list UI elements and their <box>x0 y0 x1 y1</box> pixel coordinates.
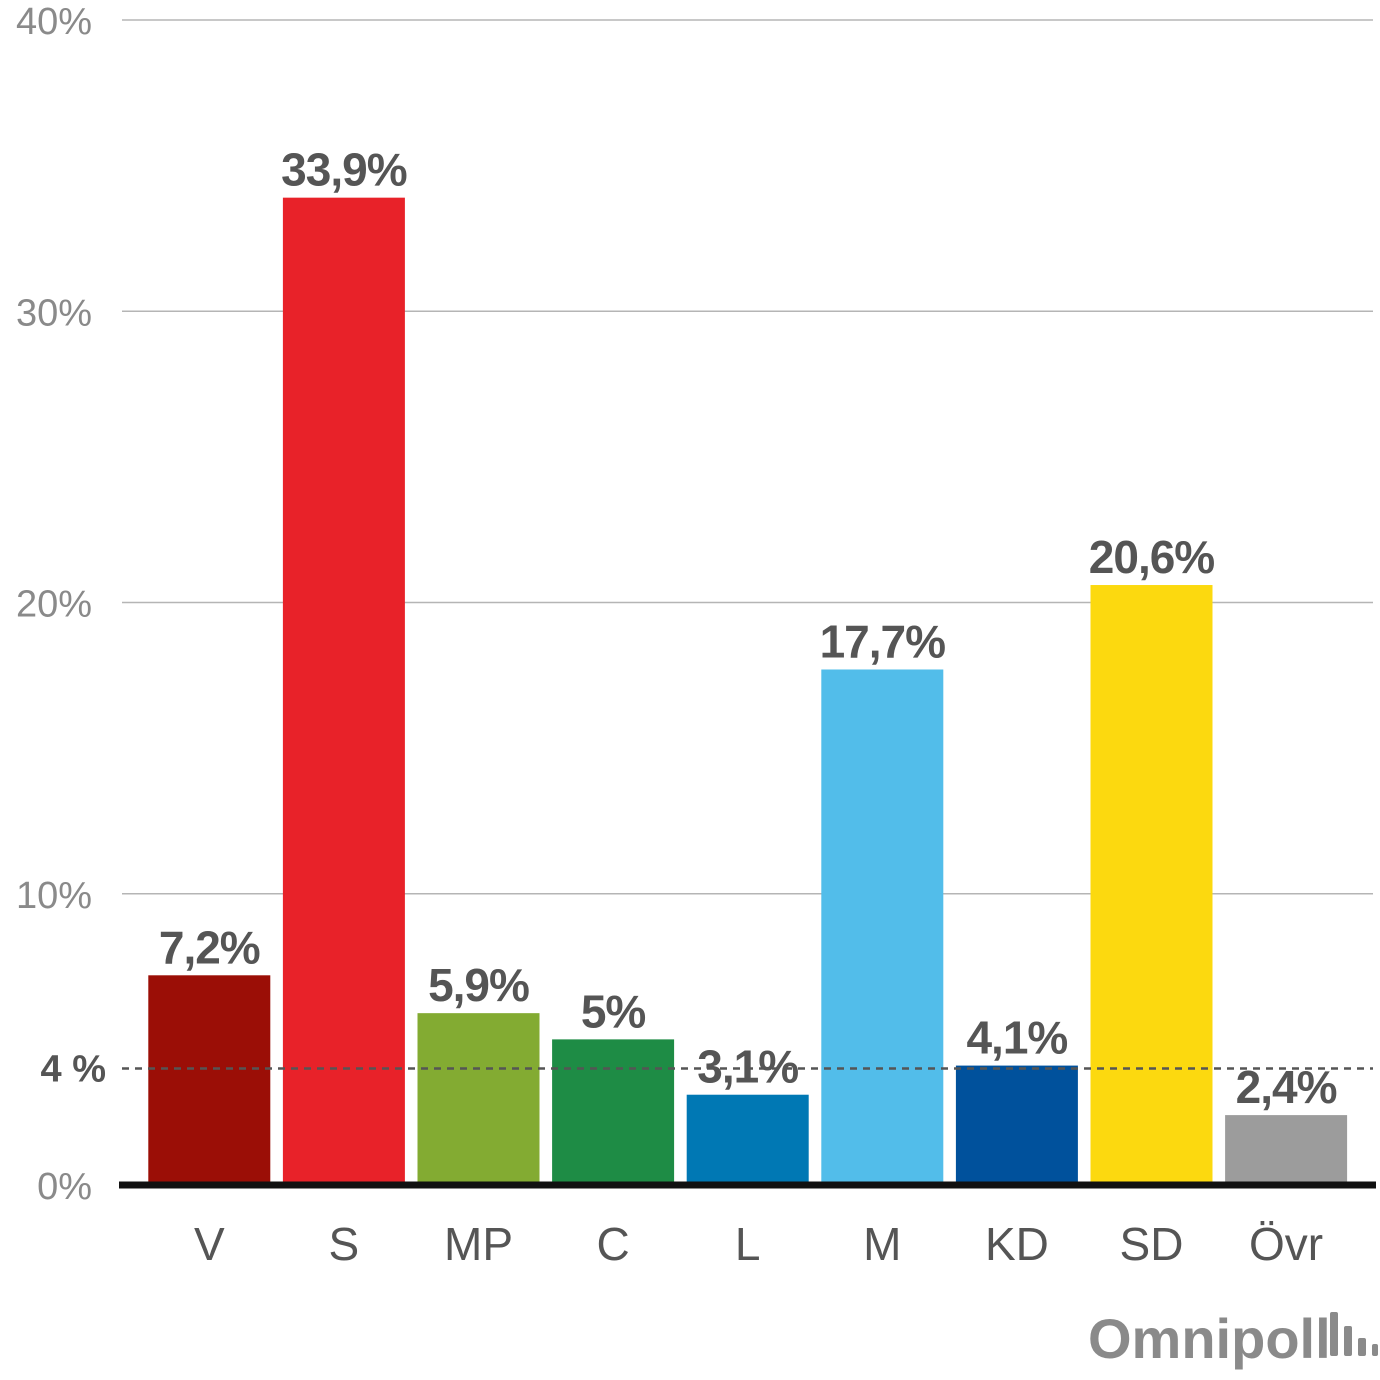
y-axis-ticks: 0% 10% 20% 30% 40% <box>16 1 92 1208</box>
value-label: 17,7% <box>820 615 946 667</box>
omnipoll-logo: Omnipoll <box>1088 1307 1378 1370</box>
threshold-label: 4 % <box>41 1049 106 1091</box>
logo-bar <box>1344 1326 1352 1356</box>
logo-bars-icon <box>1330 1312 1378 1356</box>
value-label: 3,1% <box>697 1041 798 1093</box>
category-label: KD <box>985 1218 1049 1270</box>
category-label: SD <box>1120 1218 1184 1270</box>
category-labels: V S MP C L M KD SD Övr <box>194 1218 1323 1270</box>
value-label: 4,1% <box>966 1012 1067 1064</box>
category-label: S <box>329 1218 360 1270</box>
threshold-line-group: 4 % <box>41 1049 1373 1091</box>
bar <box>1090 585 1213 1185</box>
category-label: V <box>194 1218 225 1270</box>
value-label: 5% <box>581 985 646 1037</box>
value-label: 20,6% <box>1089 531 1215 583</box>
bar <box>955 1065 1078 1185</box>
bar <box>1225 1115 1348 1185</box>
category-label: M <box>863 1218 901 1270</box>
category-label: Övr <box>1249 1218 1323 1270</box>
bar <box>148 975 271 1185</box>
value-label: 33,9% <box>281 144 407 196</box>
value-label: 7,2% <box>159 921 260 973</box>
logo-bar <box>1372 1344 1378 1356</box>
bar <box>552 1039 675 1185</box>
logo-bar <box>1330 1312 1338 1356</box>
category-label: L <box>735 1218 761 1270</box>
bars <box>148 197 1348 1186</box>
value-labels: 7,2% 33,9% 5,9% 5% 3,1% 17,7% 4,1% 20,6% 2,4% <box>159 144 1338 1113</box>
y-tick-label: 30% <box>16 292 92 334</box>
value-label: 5,9% <box>428 959 529 1011</box>
y-tick-label: 10% <box>16 875 92 917</box>
logo-text: Omnipoll <box>1088 1307 1331 1370</box>
category-label: MP <box>444 1218 513 1270</box>
bar <box>282 197 405 1186</box>
category-label: C <box>596 1218 629 1270</box>
bar <box>686 1094 809 1185</box>
value-label: 2,4% <box>1236 1061 1337 1113</box>
logo-bar <box>1358 1338 1366 1356</box>
y-tick-label: 20% <box>16 584 92 626</box>
bar <box>821 669 944 1185</box>
bar <box>417 1013 540 1185</box>
y-tick-label: 0% <box>37 1166 92 1208</box>
y-tick-label: 40% <box>16 1 92 43</box>
